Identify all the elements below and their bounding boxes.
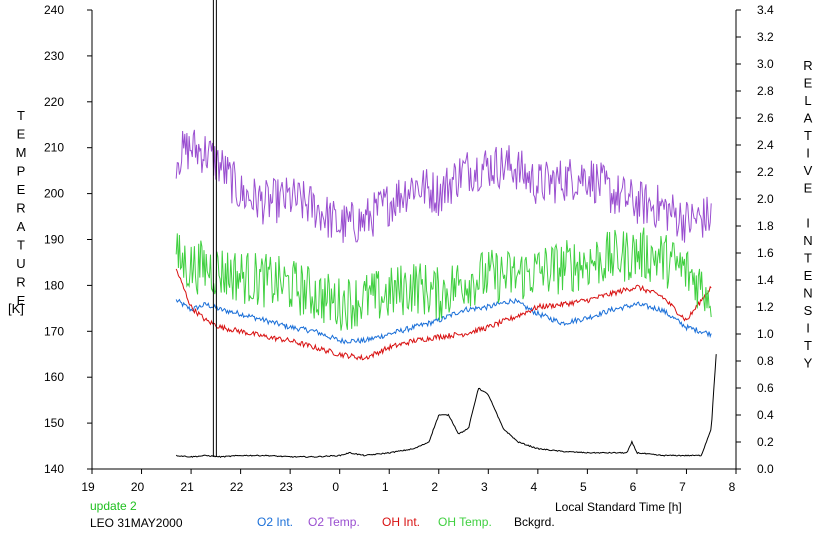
right-tick-label: 1.8	[757, 219, 774, 233]
right-tick-label: 2.2	[757, 165, 774, 179]
y-axis-right-label-letter: E	[804, 76, 813, 91]
right-tick-label: 3.4	[757, 3, 774, 17]
right-tick-label: 0.4	[757, 408, 774, 422]
y-axis-left-label-letter: E	[17, 127, 26, 142]
y-axis-right-label-letter: S	[804, 303, 813, 318]
x-tick-label: 22	[230, 480, 244, 494]
y-axis-left-label-letter: A	[17, 219, 26, 234]
left-tick-label: 220	[44, 95, 64, 109]
x-tick-label: 21	[180, 480, 194, 494]
y-axis-left-label-letter: P	[17, 164, 26, 179]
left-tick-label: 160	[44, 370, 64, 384]
y-axis-right-label-letter: V	[804, 163, 813, 178]
plot-frame	[91, 10, 737, 470]
legend-item: O2 Int.	[257, 515, 293, 529]
y-axis-right-label-letter: A	[804, 111, 813, 126]
x-axis-label: Local Standard Time [h]	[555, 500, 682, 514]
y-axis-left-label-letter: T	[17, 108, 25, 123]
x-tick-label: 7	[679, 480, 686, 494]
series-line-oh-int	[175, 268, 712, 361]
y-axis-left-label-letter: R	[16, 275, 25, 290]
right-tick-label: 1.4	[757, 273, 774, 287]
left-axis-ticks: 140 150 160 170 180 190 200 210 220 230 240	[44, 3, 92, 476]
y-axis-right-label-letter: N	[803, 286, 812, 301]
y-axis-right-label-letter: T	[804, 128, 812, 143]
right-tick-label: 0.8	[757, 354, 774, 368]
legend-item: Bckgrd.	[514, 515, 555, 529]
left-tick-label: 240	[44, 3, 64, 17]
legend-item: OH Int.	[382, 515, 420, 529]
y-axis-left-label-letter: U	[16, 256, 25, 271]
y-axis-left-label-letter: E	[17, 293, 26, 308]
left-tick-label: 210	[44, 141, 64, 155]
x-tick-label: 4	[531, 480, 538, 494]
annotation-update: update 2	[90, 499, 137, 513]
x-tick-label: 20	[131, 480, 145, 494]
y-axis-right-label-letter: E	[804, 181, 813, 196]
series-line-bckgrd	[175, 354, 717, 458]
right-tick-label: 3.2	[757, 30, 774, 44]
y-axis-right-label-letter: I	[806, 216, 810, 231]
y-axis-right-label-letter: I	[806, 321, 810, 336]
left-tick-label: 230	[44, 49, 64, 63]
annotation-station-date: LEO 31MAY2000	[90, 516, 183, 530]
left-tick-label: 150	[44, 416, 64, 430]
right-tick-label: 1.2	[757, 300, 774, 314]
right-tick-label: 0.0	[757, 462, 774, 476]
y-axis-left-label-letter: E	[17, 182, 26, 197]
y-axis-right-label-letter: T	[804, 338, 812, 353]
series-line-o2-temp	[175, 129, 712, 243]
y-axis-right-label-letter: E	[804, 268, 813, 283]
right-tick-label: 1.6	[757, 246, 774, 260]
right-tick-label: 0.6	[757, 381, 774, 395]
y-axis-right-label-letter: T	[804, 251, 812, 266]
right-tick-label: 2.8	[757, 84, 774, 98]
y-axis-left-label-letter: R	[16, 201, 25, 216]
x-tick-label: 3	[481, 480, 488, 494]
right-tick-label: 2.4	[757, 138, 774, 152]
y-axis-right-label-letter: N	[803, 233, 812, 248]
y-axis-left-unit: [K]	[8, 301, 24, 316]
x-tick-label: 0	[332, 480, 339, 494]
x-axis-ticks: 19 20 21 22 23 0 1 2 3 4 5 6 7 8	[81, 469, 737, 494]
right-tick-label: 2.0	[757, 192, 774, 206]
x-tick-label: 2	[431, 480, 438, 494]
x-tick-label: 6	[630, 480, 637, 494]
right-axis-ticks: 0.0 0.2 0.4 0.6 0.8 1.0 1.2 1.4 1.6 1.8 2.0 2.2 2.4 2…	[736, 3, 774, 476]
marker-layer	[212, 0, 217, 457]
legend: O2 Int. O2 Temp. OH Int. OH Temp. Bckgrd.	[257, 515, 555, 529]
left-tick-label: 200	[44, 187, 64, 201]
series-line-oh-temp	[175, 227, 712, 331]
y-axis-right-label-letter: L	[804, 93, 811, 108]
series-layer	[175, 129, 717, 458]
x-tick-label: 19	[81, 480, 95, 494]
x-tick-label: 8	[729, 480, 736, 494]
series-line-o2-int	[175, 297, 712, 345]
x-tick-label: 5	[580, 480, 587, 494]
left-tick-label: 180	[44, 278, 64, 292]
y-axis-right-label-letter: I	[806, 146, 810, 161]
left-tick-label: 140	[44, 462, 64, 476]
right-tick-label: 3.0	[757, 57, 774, 71]
right-tick-label: 2.6	[757, 111, 774, 125]
legend-item: O2 Temp.	[308, 515, 360, 529]
x-tick-label: 23	[279, 480, 293, 494]
y-axis-right-label-letter: Y	[804, 356, 813, 371]
right-tick-label: 1.0	[757, 327, 774, 341]
y-axis-left-label-letter: T	[17, 238, 25, 253]
left-tick-label: 190	[44, 233, 64, 247]
y-axis-left-label-letter: M	[16, 145, 27, 160]
x-tick-label: 1	[382, 480, 389, 494]
left-tick-label: 170	[44, 324, 64, 338]
y-axis-right-label-letter: R	[803, 58, 812, 73]
right-tick-label: 0.2	[757, 435, 774, 449]
legend-item: OH Temp.	[438, 515, 492, 529]
